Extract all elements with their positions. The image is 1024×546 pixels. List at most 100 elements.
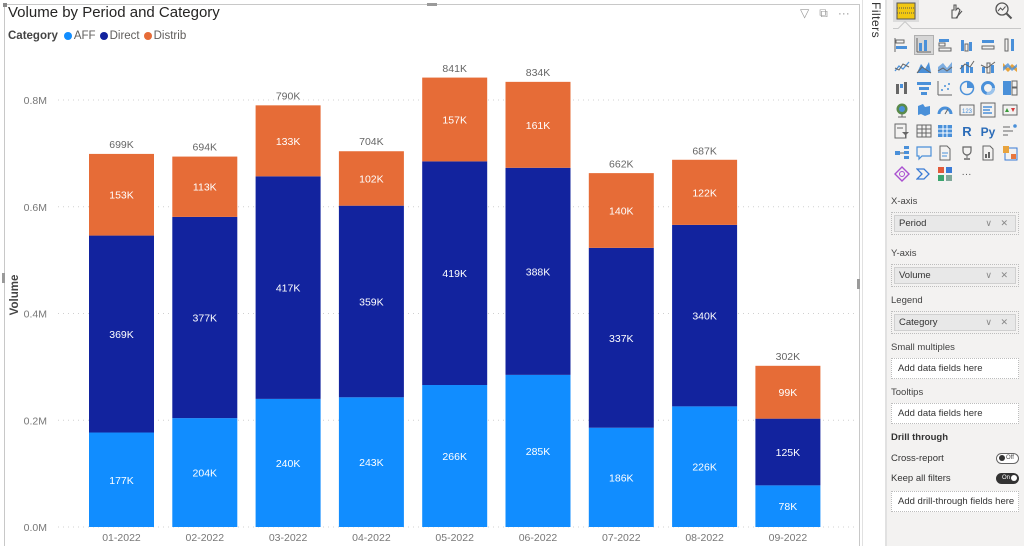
build-visual-icon bbox=[896, 2, 916, 20]
bar-segment-aff[interactable] bbox=[172, 418, 238, 527]
bar-segment-direct[interactable] bbox=[172, 216, 238, 419]
tab-build-visual[interactable] bbox=[893, 0, 919, 22]
filters-pane-collapsed[interactable]: Filters bbox=[862, 0, 886, 546]
app-source-visuals-icon[interactable] bbox=[936, 165, 954, 183]
decomposition-tree-icon[interactable] bbox=[893, 144, 911, 162]
drill-through-drop-zone[interactable]: Add drill-through fields here bbox=[891, 491, 1019, 512]
bar-segment-direct[interactable] bbox=[505, 167, 571, 375]
stacked-column-chart-icon[interactable] bbox=[913, 35, 934, 55]
resize-handle-right[interactable] bbox=[857, 279, 860, 289]
filters-label[interactable]: Filters bbox=[869, 2, 883, 39]
stacked-area-chart-icon[interactable] bbox=[936, 58, 954, 76]
funnel-chart-icon[interactable] bbox=[915, 79, 933, 97]
line-and-clustered-column-chart-icon[interactable] bbox=[979, 58, 997, 76]
resize-corner-handle[interactable] bbox=[3, 3, 7, 7]
legend-dot-icon bbox=[99, 32, 108, 40]
data-label: 243K bbox=[359, 457, 384, 469]
multi-row-card-icon[interactable] bbox=[979, 101, 997, 119]
field-expand-remove-icons[interactable]: ∨ ✕ bbox=[985, 270, 1011, 280]
treemap-icon[interactable] bbox=[1001, 79, 1019, 97]
bar-segment-distrib[interactable] bbox=[89, 153, 154, 236]
y-axis-drop-zone[interactable]: Volume ∨ ✕ bbox=[891, 264, 1019, 287]
bar-segment-distrib[interactable] bbox=[505, 81, 571, 168]
cross-report-toggle[interactable]: Off bbox=[996, 452, 1019, 464]
filled-map-icon[interactable] bbox=[915, 101, 933, 119]
paginated-report-icon[interactable] bbox=[979, 144, 997, 162]
stacked-bar-chart-icon[interactable] bbox=[893, 36, 911, 54]
100-stacked-bar-chart-icon[interactable] bbox=[979, 36, 997, 54]
line-chart-icon[interactable] bbox=[893, 58, 911, 76]
legend-item-distrib[interactable]: Distrib bbox=[143, 30, 186, 42]
100-stacked-column-chart-icon[interactable] bbox=[1001, 36, 1019, 54]
bar-segment-direct[interactable] bbox=[89, 235, 154, 433]
bar-segment-distrib[interactable] bbox=[755, 365, 821, 419]
resize-handle-top[interactable] bbox=[427, 3, 437, 6]
table-icon[interactable] bbox=[915, 122, 933, 140]
bar-segment-aff[interactable] bbox=[338, 397, 404, 527]
ribbon-chart-icon[interactable] bbox=[1001, 58, 1019, 76]
legend-item-direct[interactable]: Direct bbox=[99, 30, 140, 42]
bar-segment-distrib[interactable] bbox=[422, 77, 488, 162]
bar-segment-direct[interactable] bbox=[422, 161, 488, 386]
r-script-visual-icon[interactable]: R bbox=[958, 122, 976, 140]
tab-format-visual[interactable] bbox=[943, 0, 969, 22]
line-and-stacked-column-chart-icon[interactable] bbox=[958, 58, 976, 76]
bar-segment-aff[interactable] bbox=[505, 374, 571, 527]
tooltips-drop-zone[interactable]: Add data fields here bbox=[891, 403, 1019, 424]
bar-segment-distrib[interactable] bbox=[172, 156, 238, 217]
x-axis-field-pill[interactable]: Period ∨ ✕ bbox=[894, 215, 1016, 232]
bar-segment-distrib[interactable] bbox=[672, 159, 738, 225]
bar-segment-direct[interactable] bbox=[755, 418, 821, 486]
legend-drop-zone[interactable]: Category ∨ ✕ bbox=[891, 311, 1019, 334]
x-axis-drop-zone[interactable]: Period ∨ ✕ bbox=[891, 212, 1019, 235]
area-chart-icon[interactable] bbox=[915, 58, 933, 76]
small-multiples-drop-zone[interactable]: Add data fields here bbox=[891, 358, 1019, 379]
keep-all-filters-toggle[interactable]: On bbox=[996, 472, 1019, 484]
bar-segment-aff[interactable] bbox=[588, 427, 654, 527]
power-apps-icon[interactable] bbox=[1001, 144, 1019, 162]
python-visual-icon[interactable]: Py bbox=[979, 122, 997, 140]
bar-segment-aff[interactable] bbox=[755, 485, 821, 527]
bar-segment-distrib[interactable] bbox=[588, 173, 654, 248]
matrix-icon[interactable] bbox=[936, 122, 954, 140]
legend-field-pill[interactable]: Category ∨ ✕ bbox=[894, 314, 1016, 331]
pie-chart-icon[interactable] bbox=[958, 79, 976, 97]
clustered-column-chart-icon[interactable] bbox=[958, 36, 976, 54]
bar-segment-aff[interactable] bbox=[672, 406, 738, 527]
bar-segment-direct[interactable] bbox=[338, 205, 404, 398]
bar-segment-aff[interactable] bbox=[422, 385, 488, 527]
more-visuals-icon[interactable]: ··· bbox=[961, 168, 972, 180]
key-influencers-icon[interactable] bbox=[1001, 122, 1019, 140]
power-automate-flow-icon[interactable] bbox=[915, 165, 933, 183]
stacked-column-visual[interactable]: Volume by Period and Category Category A… bbox=[0, 0, 860, 546]
smart-narrative-icon[interactable] bbox=[936, 144, 954, 162]
resize-handle-left[interactable] bbox=[2, 273, 5, 283]
slicer-icon[interactable] bbox=[893, 122, 911, 140]
y-axis-field-pill[interactable]: Volume ∨ ✕ bbox=[894, 267, 1016, 284]
legend-item-aff[interactable]: AFF bbox=[63, 30, 96, 42]
field-expand-remove-icons[interactable]: ∨ ✕ bbox=[985, 317, 1011, 327]
bar-segment-direct[interactable] bbox=[588, 247, 654, 428]
clustered-bar-chart-icon[interactable] bbox=[936, 36, 954, 54]
tab-analytics[interactable] bbox=[991, 0, 1017, 22]
bar-segment-aff[interactable] bbox=[89, 432, 154, 527]
bar-segment-aff[interactable] bbox=[255, 398, 321, 527]
bar-segment-distrib[interactable] bbox=[255, 105, 321, 177]
bar-segment-distrib[interactable] bbox=[338, 151, 404, 206]
kpi-icon[interactable] bbox=[1001, 101, 1019, 119]
scatter-chart-icon[interactable] bbox=[936, 79, 954, 97]
field-expand-remove-icons[interactable]: ∨ ✕ bbox=[985, 218, 1011, 228]
filter-icon[interactable]: ▽ bbox=[800, 6, 810, 20]
bar-segment-direct[interactable] bbox=[672, 224, 738, 407]
donut-chart-icon[interactable] bbox=[979, 79, 997, 97]
more-options-icon[interactable]: ··· bbox=[837, 6, 850, 20]
q-and-a-icon[interactable] bbox=[915, 144, 933, 162]
power-automate-icon[interactable] bbox=[893, 165, 911, 183]
focus-mode-icon[interactable]: ⧉ bbox=[819, 6, 828, 20]
metrics-icon[interactable] bbox=[958, 144, 976, 162]
bar-segment-direct[interactable] bbox=[255, 176, 321, 399]
gauge-icon[interactable] bbox=[936, 101, 954, 119]
map-icon[interactable] bbox=[893, 101, 911, 119]
waterfall-chart-icon[interactable] bbox=[893, 79, 911, 97]
card-icon[interactable]: 123 bbox=[958, 101, 976, 119]
